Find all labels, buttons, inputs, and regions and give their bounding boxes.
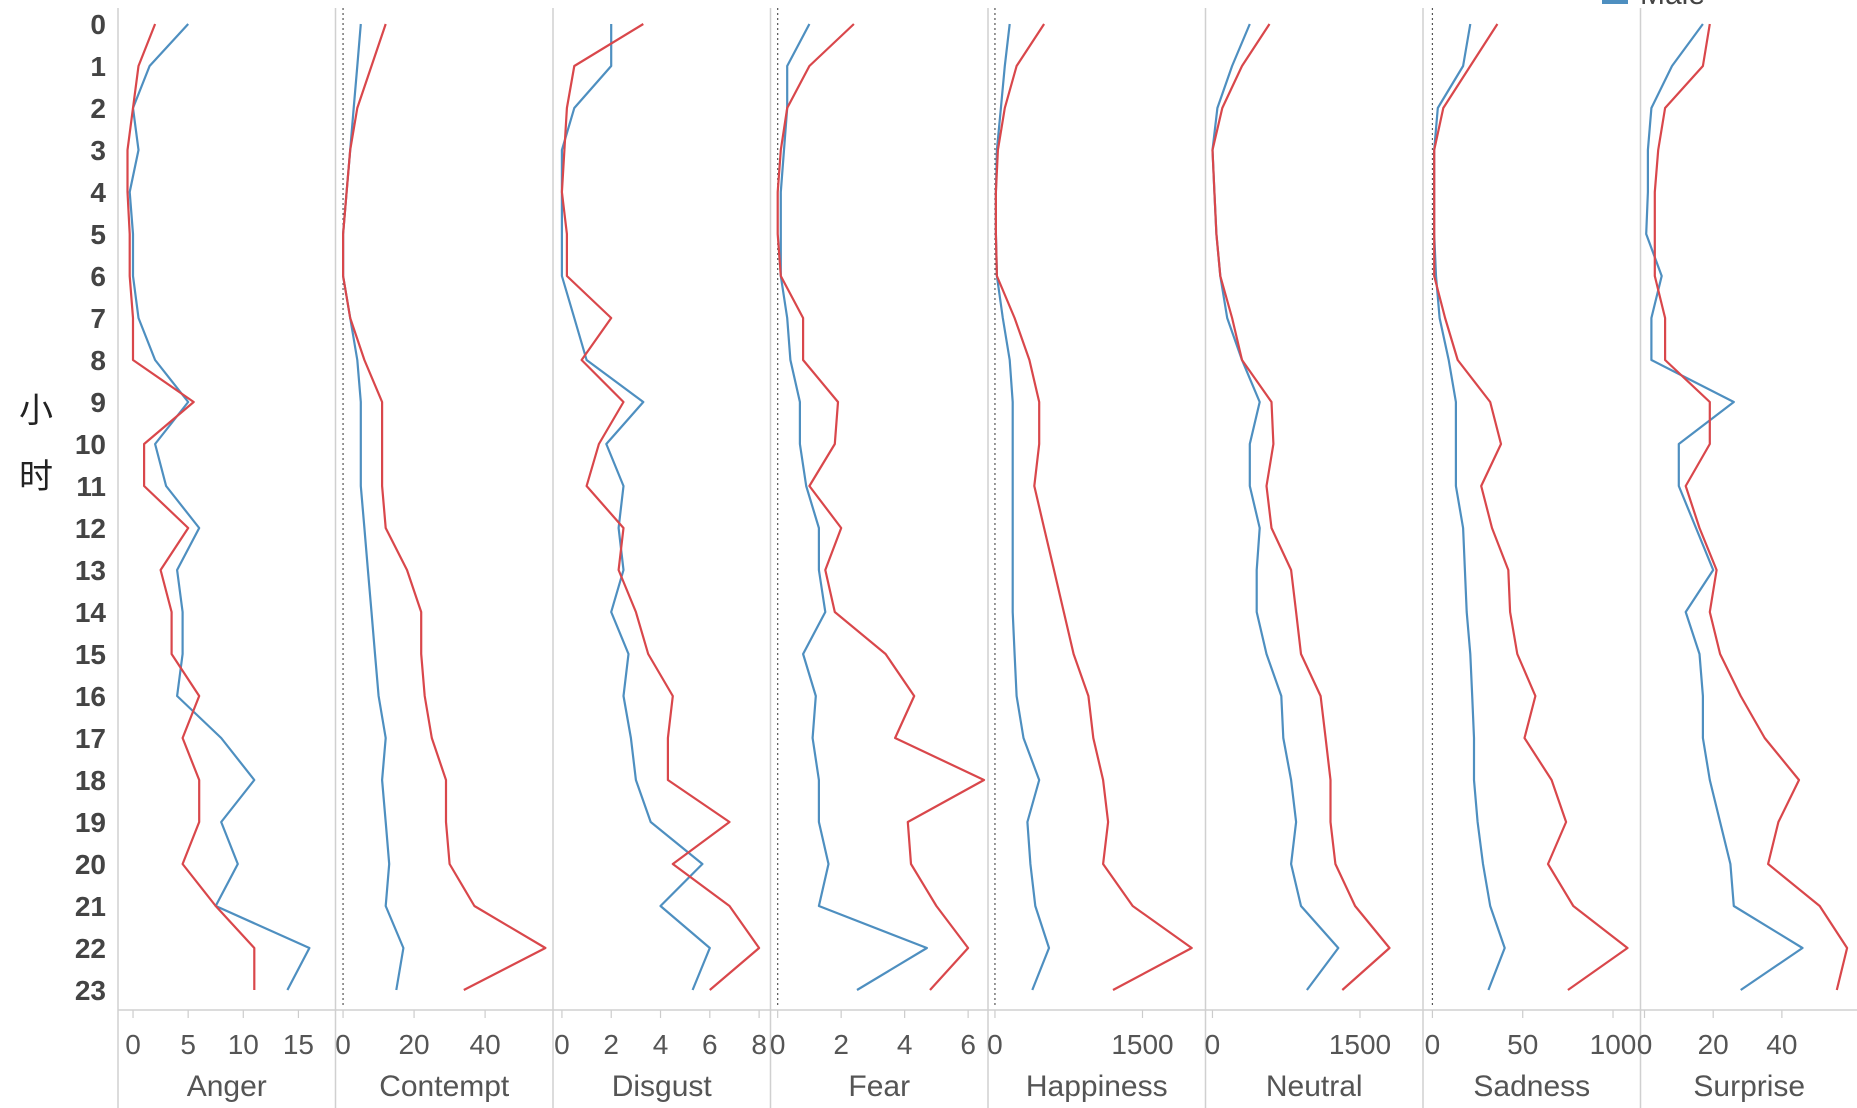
tick-label-anger-0: 0 — [125, 1029, 141, 1060]
tick-label-surprise-0: 0 — [1637, 1029, 1653, 1060]
hour-label-5: 5 — [90, 219, 106, 250]
panel-title-anger: Anger — [187, 1070, 267, 1103]
hour-label-9: 9 — [90, 387, 106, 418]
hour-label-1: 1 — [90, 51, 106, 82]
y-axis-title-line-1: 小 — [19, 391, 53, 431]
series-line-contempt-male — [343, 24, 403, 990]
series-line-anger-second — [128, 24, 255, 990]
hour-label-10: 10 — [75, 429, 106, 460]
y-axis-title-line-2: 时 — [19, 457, 53, 497]
hour-label-0: 0 — [90, 9, 106, 40]
hour-label-23: 23 — [75, 975, 106, 1006]
tick-label-neutral-1500: 1500 — [1329, 1029, 1391, 1060]
tick-label-anger-10: 10 — [228, 1029, 259, 1060]
hour-label-20: 20 — [75, 849, 106, 880]
hour-label-21: 21 — [75, 891, 106, 922]
hour-label-18: 18 — [75, 765, 106, 796]
hour-label-12: 12 — [75, 513, 106, 544]
tick-label-disgust-6: 6 — [702, 1029, 718, 1060]
tick-label-surprise-20: 20 — [1698, 1029, 1729, 1060]
panel-title-contempt: Contempt — [379, 1070, 510, 1103]
tick-label-fear-4: 4 — [897, 1029, 913, 1060]
series-line-happiness-second — [996, 24, 1192, 990]
tick-label-happiness-0: 0 — [987, 1029, 1003, 1060]
series-line-fear-second — [778, 24, 984, 990]
tick-label-sadness-50: 50 — [1507, 1029, 1538, 1060]
tick-label-disgust-4: 4 — [653, 1029, 669, 1060]
tick-label-sadness-0: 0 — [1425, 1029, 1441, 1060]
hour-label-4: 4 — [90, 177, 106, 208]
series-line-neutral-male — [1213, 24, 1339, 990]
panel-title-surprise: Surprise — [1693, 1070, 1805, 1103]
hour-label-16: 16 — [75, 681, 106, 712]
hour-label-15: 15 — [75, 639, 106, 670]
tick-label-fear-0: 0 — [770, 1029, 786, 1060]
panel-neutral: 0 1500 Neutral — [1205, 8, 1391, 1108]
series-line-neutral-second — [1213, 24, 1390, 990]
panel-title-happiness: Happiness — [1026, 1070, 1168, 1103]
tick-label-contempt-20: 20 — [398, 1029, 429, 1060]
series-line-surprise-second — [1655, 24, 1847, 990]
tick-label-fear-6: 6 — [960, 1029, 976, 1060]
hour-label-14: 14 — [75, 597, 107, 628]
tick-label-happiness-1500: 1500 — [1111, 1029, 1173, 1060]
tick-label-anger-5: 5 — [180, 1029, 196, 1060]
series-line-happiness-male — [996, 24, 1049, 990]
tick-label-neutral-0: 0 — [1205, 1029, 1221, 1060]
tick-label-disgust-8: 8 — [751, 1029, 767, 1060]
series-line-disgust-male — [562, 24, 710, 990]
hour-label-8: 8 — [90, 345, 106, 376]
panel-title-disgust: Disgust — [612, 1070, 713, 1103]
panel-happiness: 0 1500 Happiness — [987, 8, 1192, 1108]
hour-label-3: 3 — [90, 135, 106, 166]
tick-label-contempt-0: 0 — [335, 1029, 351, 1060]
panel-fear: 0 2 4 6 Fear — [770, 8, 984, 1108]
tick-label-fear-2: 2 — [833, 1029, 849, 1060]
panel-contempt: 0 20 40 Contempt — [335, 8, 545, 1108]
series-line-disgust-second — [562, 24, 759, 990]
panel-surprise: 0 20 40 Surprise — [1637, 8, 1857, 1108]
tick-label-disgust-0: 0 — [554, 1029, 570, 1060]
hour-label-2: 2 — [90, 93, 106, 124]
series-line-sadness-male — [1434, 24, 1505, 990]
hour-label-11: 11 — [76, 471, 106, 502]
hour-label-6: 6 — [90, 261, 106, 292]
legend-male-swatch — [1602, 0, 1628, 4]
chart-panels: 0 5 10 15 Anger 0 20 40 Contempt 0 2 4 6 8 Disgust 0 2 4 6… — [118, 8, 1857, 1108]
hour-label-17: 17 — [75, 723, 106, 754]
tick-label-disgust-2: 2 — [603, 1029, 619, 1060]
hour-label-22: 22 — [75, 933, 106, 964]
panel-title-fear: Fear — [848, 1070, 910, 1103]
tick-label-sadness-100: 100 — [1590, 1029, 1637, 1060]
panel-title-neutral: Neutral — [1266, 1070, 1363, 1103]
series-line-anger-male — [130, 24, 310, 990]
tick-label-anger-15: 15 — [283, 1029, 314, 1060]
legend: Male — [1602, 0, 1705, 11]
legend-male-label: Male — [1640, 0, 1705, 11]
series-line-contempt-second — [343, 24, 545, 990]
series-line-fear-male — [781, 24, 927, 990]
series-line-sadness-second — [1434, 24, 1627, 990]
tick-label-surprise-40: 40 — [1766, 1029, 1797, 1060]
panel-title-sadness: Sadness — [1473, 1070, 1590, 1103]
tick-label-contempt-40: 40 — [470, 1029, 501, 1060]
series-line-surprise-male — [1646, 24, 1802, 990]
hour-label-13: 13 — [75, 555, 106, 586]
panel-disgust: 0 2 4 6 8 Disgust — [553, 8, 767, 1108]
hour-label-19: 19 — [75, 807, 106, 838]
panel-anger: 0 5 10 15 Anger — [118, 8, 314, 1108]
hour-label-7: 7 — [90, 303, 106, 334]
